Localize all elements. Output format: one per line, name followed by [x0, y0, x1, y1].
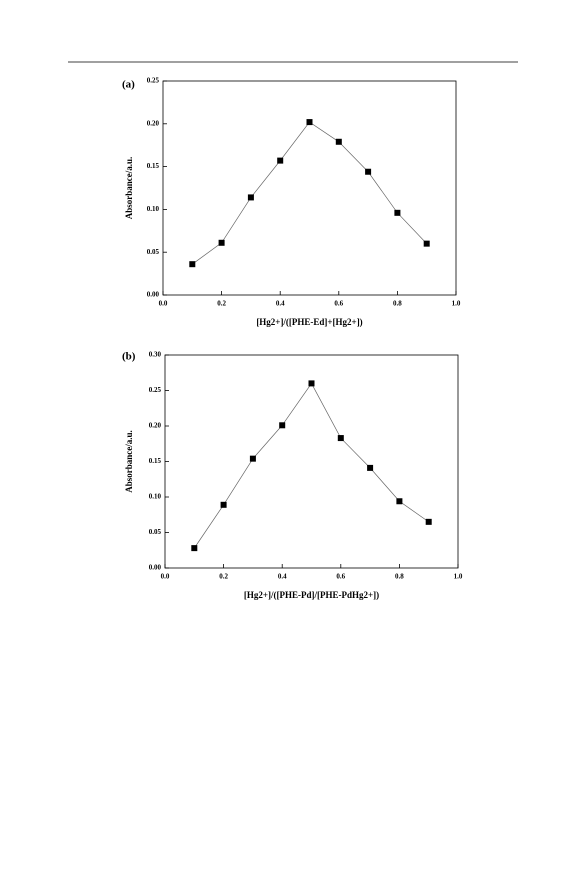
y-tick-label: 0.05 [147, 248, 160, 256]
data-point [220, 501, 227, 508]
x-tick-label: 0.8 [395, 573, 404, 581]
y-tick-label: 0.15 [149, 457, 162, 465]
x-tick-label: 0.6 [336, 573, 345, 581]
x-tick-label: 0.0 [159, 300, 168, 308]
data-point [277, 157, 284, 164]
data-point [279, 422, 286, 429]
y-tick-label: 0.20 [147, 119, 160, 127]
y-tick-label: 0.30 [149, 351, 162, 359]
y-tick-label: 0.25 [147, 77, 160, 85]
x-tick-label: 0.0 [161, 573, 170, 581]
data-point [308, 380, 315, 387]
data-point [335, 138, 342, 145]
y-tick-label: 0.20 [149, 422, 162, 430]
data-point [218, 239, 225, 246]
data-point [425, 518, 432, 525]
data-point [423, 240, 430, 247]
x-tick-label: 1.0 [454, 573, 463, 581]
data-point [189, 261, 196, 268]
data-point [306, 119, 313, 126]
data-point [367, 464, 374, 471]
data-point [394, 209, 401, 216]
panel-label: (a) [122, 79, 135, 91]
data-point [247, 194, 254, 201]
x-axis-label: [Hg2+]/([PHE-Ed]+[Hg2+]) [256, 317, 362, 327]
y-tick-label: 0.25 [149, 386, 162, 394]
x-tick-label: 1.0 [452, 300, 461, 308]
y-tick-label: 0.00 [147, 291, 160, 299]
plot-frame [162, 80, 457, 296]
x-axis-label: [Hg2+]/([PHE-Pd]/[PHE-PdHg2+]) [244, 590, 379, 600]
data-point [191, 545, 198, 552]
x-tick-label: 0.4 [276, 300, 285, 308]
data-point [396, 498, 403, 505]
x-tick-label: 0.6 [334, 300, 343, 308]
panel-label: (b) [122, 351, 136, 363]
data-point [337, 435, 344, 442]
x-tick-label: 0.2 [217, 300, 226, 308]
x-tick-label: 0.8 [393, 300, 402, 308]
y-tick-label: 0.15 [147, 162, 160, 170]
y-tick-label: 0.00 [149, 564, 162, 572]
y-tick-label: 0.05 [149, 528, 162, 536]
data-point [249, 455, 256, 462]
y-axis-label: Absorbance/a.u. [124, 430, 134, 493]
plot-frame [164, 354, 459, 569]
y-tick-label: 0.10 [147, 205, 160, 213]
data-point [365, 168, 372, 175]
x-tick-label: 0.2 [219, 573, 228, 581]
y-axis-label: Absorbance/a.u. [124, 157, 134, 220]
y-tick-label: 0.10 [149, 493, 162, 501]
x-tick-label: 0.4 [278, 573, 287, 581]
